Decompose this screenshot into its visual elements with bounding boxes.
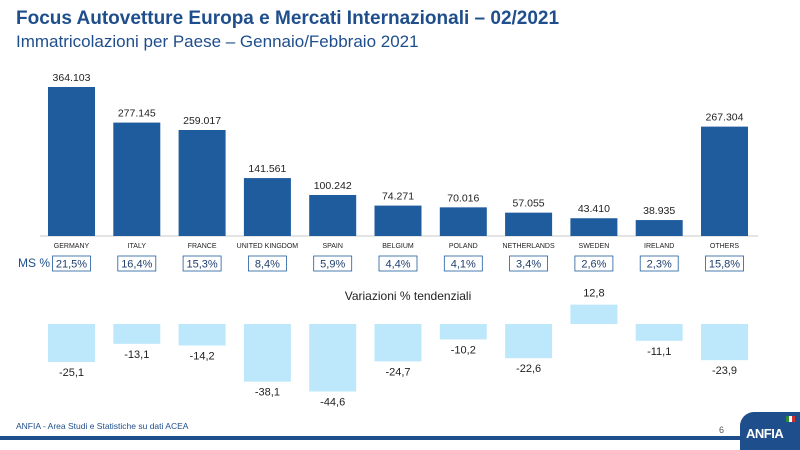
registration-bar	[505, 212, 553, 236]
variation-value-label: -11,1	[647, 346, 671, 358]
variation-bar	[178, 324, 226, 346]
variation-bar	[243, 324, 291, 382]
variation-bar	[570, 304, 618, 324]
registration-value-label: 141.561	[248, 163, 286, 175]
registration-value-label: 100.242	[314, 180, 352, 192]
registration-value-label: 74.271	[382, 191, 414, 203]
variation-value-label: -23,9	[712, 365, 737, 377]
registration-value-label: 38.935	[643, 205, 675, 217]
variation-bar	[374, 324, 422, 362]
variation-bar	[309, 324, 357, 392]
market-share-value: 8,4%	[255, 259, 280, 271]
registration-bar	[243, 178, 291, 236]
country-tick-label: POLAND	[449, 243, 478, 250]
registration-value-label: 70.016	[447, 192, 479, 204]
variation-value-label: -25,1	[59, 367, 84, 379]
country-tick-label: GERMANY	[54, 243, 90, 250]
variation-bar	[701, 324, 748, 361]
registration-bar	[374, 205, 422, 236]
registration-value-label: 57.055	[513, 198, 545, 210]
country-tick-label: SPAIN	[322, 243, 343, 250]
footer-divider	[0, 436, 760, 440]
market-share-box	[443, 255, 483, 272]
market-share-box	[182, 255, 222, 272]
market-share-value: 5,9%	[320, 259, 345, 271]
market-share-value: 2,3%	[647, 259, 672, 271]
page-title: Focus Autovetture Europa e Mercati Inter…	[16, 8, 560, 29]
italian-flag-icon	[786, 416, 795, 422]
market-share-value: 21,5%	[56, 259, 87, 271]
registration-bar	[309, 194, 357, 236]
registration-value-label: 259.017	[183, 115, 221, 127]
variation-value-label: -24,7	[385, 366, 410, 378]
registration-value-label: 267.304	[706, 112, 744, 124]
country-tick-label: SWEDEN	[579, 243, 610, 250]
variation-value-label: -14,2	[190, 350, 215, 362]
market-share-label: MS %	[18, 256, 51, 270]
logo-text: ANFIA	[746, 426, 784, 441]
variation-bar	[439, 324, 487, 340]
market-share-box	[313, 255, 353, 272]
market-share-box	[639, 255, 679, 272]
variation-title: Variazioni % tendenziali	[345, 289, 472, 303]
registration-bar	[570, 218, 618, 236]
market-share-box	[574, 255, 614, 272]
market-share-value: 4,1%	[451, 259, 476, 271]
variation-value-label: -44,6	[320, 397, 345, 409]
market-share-box	[705, 255, 744, 272]
variation-bar	[48, 324, 95, 362]
registration-bar	[178, 130, 226, 236]
country-tick-label: FRANCE	[188, 243, 217, 250]
variation-bar	[505, 324, 553, 359]
country-tick-label: OTHERS	[710, 243, 740, 250]
registration-bar	[701, 126, 748, 236]
market-share-box	[509, 255, 549, 272]
country-tick-label: UNITED KINGDOM	[237, 243, 299, 250]
market-share-value: 15,3%	[186, 259, 217, 271]
variation-value-label: -10,2	[451, 344, 476, 356]
registration-bar	[113, 122, 161, 236]
market-share-value: 15,8%	[709, 259, 740, 271]
registration-value-label: 277.145	[118, 108, 156, 120]
market-share-box	[52, 255, 91, 272]
country-tick-label: NETHERLANDS	[503, 243, 555, 250]
market-share-box	[378, 255, 418, 272]
market-share-value: 16,4%	[121, 259, 152, 271]
variation-value-label: -13,1	[124, 349, 149, 361]
registration-value-label: 43.410	[578, 203, 610, 215]
variation-bar	[113, 324, 161, 344]
market-share-value: 4,4%	[385, 259, 410, 271]
page-subtitle: Immatricolazioni per Paese – Gennaio/Feb…	[16, 32, 419, 51]
variation-value-label: 12,8	[583, 288, 604, 300]
registration-value-label: 364.103	[53, 72, 91, 84]
market-share-value: 2,6%	[581, 259, 606, 271]
country-tick-label: BELGIUM	[382, 243, 414, 250]
registration-bar	[635, 220, 683, 236]
variation-value-label: -22,6	[516, 363, 541, 375]
registration-bar	[48, 87, 95, 236]
registration-bar	[439, 207, 487, 236]
page-number: 6	[719, 425, 725, 435]
anfia-logo: ANFIA	[740, 412, 800, 450]
market-share-value: 3,4%	[516, 259, 541, 271]
country-tick-label: IRELAND	[644, 243, 674, 250]
source-note: ANFIA - Area Studi e Statistiche su dati…	[16, 421, 189, 431]
market-share-box	[247, 255, 287, 272]
market-share-box	[117, 255, 157, 272]
variation-bar	[635, 324, 683, 341]
variation-value-label: -38,1	[255, 387, 280, 399]
country-tick-label: ITALY	[128, 243, 147, 250]
